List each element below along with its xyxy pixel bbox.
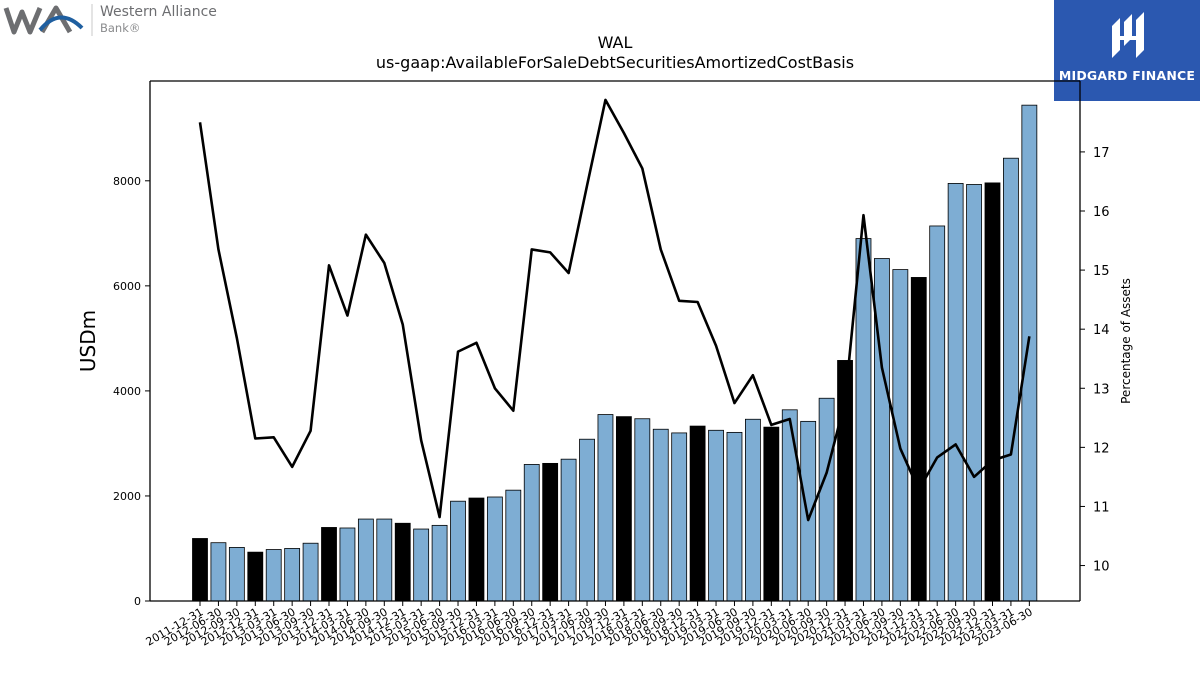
bar xyxy=(818,397,835,602)
bar xyxy=(855,238,872,602)
western-alliance-logo-mark xyxy=(3,4,93,36)
bar xyxy=(450,500,466,602)
bar xyxy=(247,551,264,602)
bar xyxy=(745,418,761,602)
bar xyxy=(929,225,946,602)
bar xyxy=(265,549,282,602)
y2-axis-label: Percentage of Assets xyxy=(1119,278,1133,404)
y2-tick-label: 15 xyxy=(1093,264,1110,279)
bar xyxy=(708,429,724,602)
bar xyxy=(302,542,319,602)
bar xyxy=(284,548,301,602)
y-tick-label: 0 xyxy=(134,595,141,608)
bar xyxy=(228,547,245,602)
y2-tick-label: 16 xyxy=(1093,205,1110,220)
bar xyxy=(394,522,411,602)
bar xyxy=(984,182,1001,602)
bar xyxy=(357,518,374,602)
bar xyxy=(671,432,688,602)
percentage-line xyxy=(198,98,1031,522)
y-tick-label: 2000 xyxy=(113,490,141,503)
bar xyxy=(1021,104,1038,602)
bar xyxy=(542,462,559,602)
bar xyxy=(431,524,448,602)
bar xyxy=(321,527,337,602)
y2-tick-label: 14 xyxy=(1093,323,1110,338)
chart-title: WAL xyxy=(598,33,633,52)
bar xyxy=(800,420,817,602)
bar xyxy=(523,464,540,602)
bar xyxy=(468,497,485,602)
y2-tick-label: 12 xyxy=(1093,441,1110,456)
bar xyxy=(910,277,927,602)
bar xyxy=(376,518,393,602)
bar xyxy=(560,458,577,602)
y-tick-label: 8000 xyxy=(113,175,141,188)
y2-tick-label: 17 xyxy=(1093,146,1110,161)
y2-tick-label: 11 xyxy=(1093,500,1110,515)
bar xyxy=(781,409,798,602)
y-tick-label: 4000 xyxy=(113,385,141,398)
bar xyxy=(1003,157,1019,602)
bar xyxy=(652,428,669,602)
bar xyxy=(579,438,595,602)
logo-brand-name: MIDGARD FINANCE xyxy=(1058,68,1196,83)
bar xyxy=(413,528,430,602)
bar xyxy=(615,416,632,602)
bar xyxy=(486,496,503,602)
bar xyxy=(210,542,227,602)
bar xyxy=(947,183,964,602)
logo-subtitle: Bank® xyxy=(100,21,141,35)
bar xyxy=(726,431,743,602)
y2-tick-label: 10 xyxy=(1093,560,1110,575)
y-tick-label: 6000 xyxy=(113,280,141,293)
bar xyxy=(763,426,780,602)
bar xyxy=(505,489,522,602)
midgard-finance-logo: MIDGARD FINANCE xyxy=(1054,0,1200,101)
western-alliance-logo: Western Alliance Bank® xyxy=(0,0,230,40)
bar xyxy=(874,258,890,602)
midgard-logo-mark xyxy=(1112,12,1144,58)
bar xyxy=(634,418,651,602)
bar xyxy=(966,184,982,602)
bar xyxy=(339,527,356,602)
y2-tick-label: 13 xyxy=(1093,382,1110,397)
bar xyxy=(192,538,208,602)
bar xyxy=(892,269,909,602)
logo-wordmark: Western Alliance xyxy=(100,4,217,20)
bar xyxy=(689,425,706,602)
bar xyxy=(597,414,614,602)
chart-subtitle: us-gaap:AvailableForSaleDebtSecuritiesAm… xyxy=(376,53,854,72)
y-axis-label: USDm xyxy=(76,310,100,372)
